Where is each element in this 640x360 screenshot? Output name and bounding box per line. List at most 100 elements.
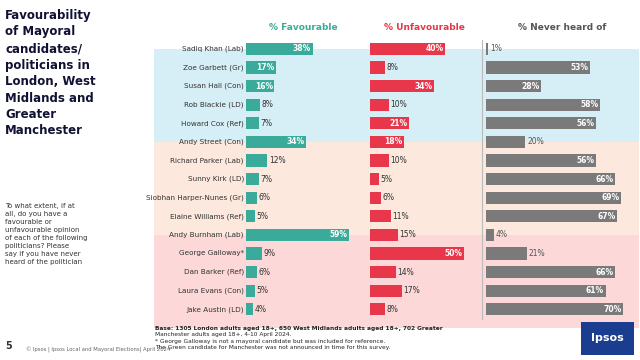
Text: Ipsos: Ipsos — [591, 333, 624, 343]
Bar — [246, 62, 276, 73]
Text: 20%: 20% — [527, 138, 544, 147]
Bar — [486, 99, 600, 111]
Text: Rob Blackie (LD): Rob Blackie (LD) — [184, 102, 244, 108]
Text: 28%: 28% — [521, 82, 540, 91]
Bar — [486, 43, 488, 55]
Bar — [486, 173, 615, 185]
Text: Jake Austin (LD): Jake Austin (LD) — [186, 306, 244, 312]
Text: Richard Parker (Lab): Richard Parker (Lab) — [170, 157, 244, 164]
Bar — [370, 173, 380, 185]
Text: 8%: 8% — [387, 63, 398, 72]
Text: 4%: 4% — [255, 305, 267, 314]
Text: The Green candidate for Manchester was not announced in time for this survey.: The Green candidate for Manchester was n… — [155, 345, 390, 350]
Text: % Never heard of: % Never heard of — [518, 22, 607, 31]
Text: 70%: 70% — [604, 305, 621, 314]
Text: Andy Street (Con): Andy Street (Con) — [179, 139, 244, 145]
Bar — [246, 229, 349, 241]
Bar — [370, 247, 464, 260]
Text: To what extent, if at
all, do you have a
favourable or
unfavourable opinion
of e: To what extent, if at all, do you have a… — [5, 203, 88, 265]
Text: Elaine Williams (Ref): Elaine Williams (Ref) — [170, 213, 244, 220]
Text: Dan Barker (Ref): Dan Barker (Ref) — [184, 269, 244, 275]
Text: 5%: 5% — [381, 175, 393, 184]
Text: % Unfavourable: % Unfavourable — [384, 22, 465, 31]
Text: 4%: 4% — [496, 230, 508, 239]
Bar — [370, 80, 434, 92]
Text: 5%: 5% — [257, 286, 269, 295]
Text: 66%: 66% — [596, 175, 614, 184]
Text: 59%: 59% — [330, 230, 348, 239]
Bar — [486, 210, 617, 222]
Text: 56%: 56% — [576, 156, 594, 165]
Text: Laura Evans (Con): Laura Evans (Con) — [178, 287, 244, 294]
Bar — [370, 285, 402, 297]
Bar — [246, 80, 275, 92]
Text: Favourability
of Mayoral
candidates/
politicians in
London, West
Midlands and
Gr: Favourability of Mayoral candidates/ pol… — [5, 9, 96, 138]
Bar — [486, 303, 623, 315]
Bar — [246, 43, 312, 55]
Text: 34%: 34% — [414, 82, 432, 91]
Text: 8%: 8% — [262, 100, 274, 109]
Bar — [486, 192, 621, 204]
Text: 16%: 16% — [255, 82, 273, 91]
Bar — [370, 136, 404, 148]
Text: 12%: 12% — [269, 156, 285, 165]
Text: 53%: 53% — [570, 63, 588, 72]
Text: Susan Hall (Con): Susan Hall (Con) — [184, 83, 244, 89]
Bar — [486, 229, 494, 241]
Bar — [370, 43, 445, 55]
Bar — [486, 247, 527, 260]
Text: Siobhan Harper-Nunes (Gr): Siobhan Harper-Nunes (Gr) — [146, 194, 244, 201]
Text: 21%: 21% — [529, 249, 545, 258]
Text: 58%: 58% — [580, 100, 598, 109]
Text: 7%: 7% — [260, 119, 272, 128]
Text: 7%: 7% — [260, 175, 272, 184]
Text: Zoe Garbett (Gr): Zoe Garbett (Gr) — [183, 64, 244, 71]
Text: 34%: 34% — [286, 138, 304, 147]
Text: 67%: 67% — [597, 212, 616, 221]
Text: 50%: 50% — [444, 249, 462, 258]
Bar — [370, 303, 385, 315]
Bar — [370, 62, 385, 73]
Bar — [486, 136, 525, 148]
Bar — [370, 192, 381, 204]
Text: 56%: 56% — [576, 119, 594, 128]
Text: 1%: 1% — [490, 44, 502, 53]
Text: 40%: 40% — [426, 44, 444, 53]
Text: 9%: 9% — [264, 249, 275, 258]
Text: Sunny Kirk (LD): Sunny Kirk (LD) — [188, 176, 244, 183]
Bar — [246, 192, 257, 204]
Text: % Favourable: % Favourable — [269, 22, 337, 31]
Bar — [246, 285, 255, 297]
Bar — [246, 173, 259, 185]
Text: 6%: 6% — [259, 267, 270, 276]
Bar — [370, 99, 388, 111]
Text: Base: 1305 London adults aged 18+, 650 West Midlands adults aged 18+, 702 Greate: Base: 1305 London adults aged 18+, 650 W… — [155, 326, 443, 331]
Text: 15%: 15% — [399, 230, 416, 239]
Bar — [486, 154, 596, 167]
Text: George Galloway*: George Galloway* — [179, 251, 244, 256]
Bar — [246, 99, 260, 111]
Text: © Ipsos | Ipsos Local and Mayoral Elections| April 2024: © Ipsos | Ipsos Local and Mayoral Electi… — [26, 347, 170, 353]
Bar — [246, 210, 255, 222]
Bar — [246, 117, 259, 129]
Bar — [246, 303, 253, 315]
Text: Sadiq Khan (Lab): Sadiq Khan (Lab) — [182, 46, 244, 52]
Text: 10%: 10% — [390, 156, 407, 165]
Bar — [246, 266, 257, 278]
Text: 8%: 8% — [387, 305, 398, 314]
Text: 17%: 17% — [257, 63, 275, 72]
Bar — [370, 266, 396, 278]
Text: 11%: 11% — [392, 212, 409, 221]
Text: 69%: 69% — [602, 193, 620, 202]
Bar — [370, 117, 410, 129]
Text: 14%: 14% — [397, 267, 415, 276]
Bar — [370, 210, 390, 222]
Bar — [486, 285, 605, 297]
Text: 17%: 17% — [403, 286, 420, 295]
Text: 10%: 10% — [390, 100, 407, 109]
Text: 6%: 6% — [383, 193, 395, 202]
Bar — [246, 154, 268, 167]
Bar — [486, 266, 615, 278]
Text: 66%: 66% — [596, 267, 614, 276]
Bar — [486, 80, 541, 92]
